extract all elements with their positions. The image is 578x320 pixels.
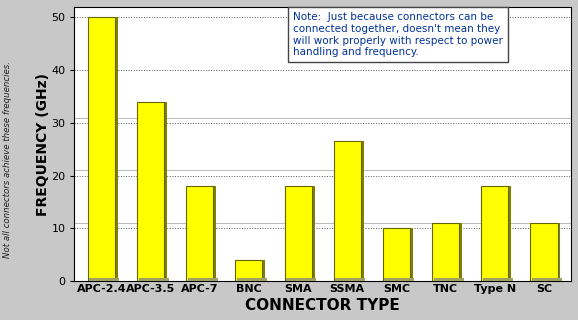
Bar xyxy=(533,223,561,281)
Bar xyxy=(186,186,213,281)
Text: Note:  Just because connectors can be
connected together, doesn't mean they
will: Note: Just because connectors can be con… xyxy=(293,12,503,57)
Bar xyxy=(335,278,365,281)
Bar xyxy=(140,102,167,281)
Bar xyxy=(337,141,364,281)
Bar xyxy=(235,260,262,281)
Bar xyxy=(531,223,558,281)
Bar xyxy=(90,278,120,281)
Bar xyxy=(189,186,216,281)
Bar xyxy=(481,186,509,281)
Bar xyxy=(432,223,459,281)
Bar xyxy=(435,223,462,281)
Bar xyxy=(532,278,562,281)
Bar xyxy=(237,278,267,281)
Bar xyxy=(91,18,118,281)
Bar xyxy=(434,278,464,281)
Text: Not all connectors achieve these frequencies.: Not all connectors achieve these frequen… xyxy=(3,61,12,259)
Bar xyxy=(238,260,265,281)
X-axis label: CONNECTOR TYPE: CONNECTOR TYPE xyxy=(245,298,400,313)
Bar xyxy=(286,278,316,281)
Bar xyxy=(288,186,314,281)
Bar xyxy=(484,186,512,281)
Bar xyxy=(386,228,413,281)
Bar xyxy=(188,278,218,281)
Bar xyxy=(483,278,513,281)
Y-axis label: FREQUENCY (GHz): FREQUENCY (GHz) xyxy=(36,73,50,216)
Bar xyxy=(334,141,361,281)
Bar xyxy=(284,186,312,281)
Bar xyxy=(139,278,169,281)
Bar xyxy=(383,228,410,281)
Bar xyxy=(88,18,115,281)
Bar xyxy=(384,278,414,281)
Bar xyxy=(137,102,164,281)
